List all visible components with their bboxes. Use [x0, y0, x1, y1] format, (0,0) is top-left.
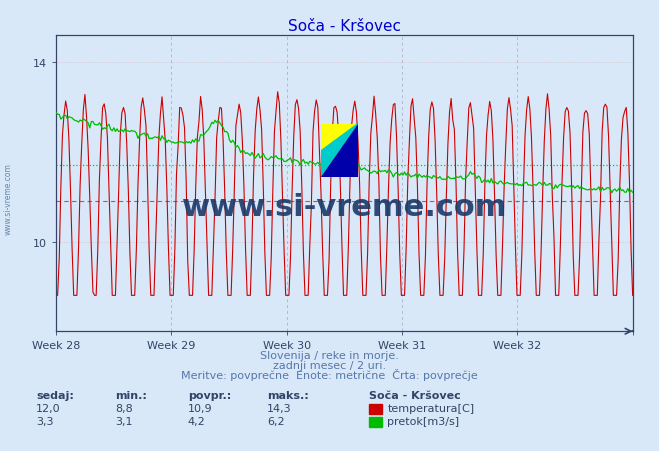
Text: povpr.:: povpr.:	[188, 390, 231, 400]
Text: www.si-vreme.com: www.si-vreme.com	[182, 193, 507, 222]
Text: www.si-vreme.com: www.si-vreme.com	[4, 162, 13, 235]
Text: 8,8: 8,8	[115, 403, 133, 413]
Text: Soča - Kršovec: Soča - Kršovec	[369, 390, 461, 400]
Text: pretok[m3/s]: pretok[m3/s]	[387, 416, 459, 426]
Text: Meritve: povprečne  Enote: metrične  Črta: povprečje: Meritve: povprečne Enote: metrične Črta:…	[181, 368, 478, 380]
Text: sedaj:: sedaj:	[36, 390, 74, 400]
Text: temperatura[C]: temperatura[C]	[387, 403, 474, 413]
Text: 4,2: 4,2	[188, 416, 206, 426]
Text: 14,3: 14,3	[267, 403, 291, 413]
Text: 10,9: 10,9	[188, 403, 212, 413]
Text: 3,1: 3,1	[115, 416, 133, 426]
Text: maks.:: maks.:	[267, 390, 308, 400]
Text: min.:: min.:	[115, 390, 147, 400]
Polygon shape	[322, 124, 358, 151]
Title: Soča - Kršovec: Soča - Kršovec	[288, 18, 401, 33]
Text: 6,2: 6,2	[267, 416, 285, 426]
Text: 3,3: 3,3	[36, 416, 54, 426]
Text: zadnji mesec / 2 uri.: zadnji mesec / 2 uri.	[273, 360, 386, 370]
Text: Slovenija / reke in morje.: Slovenija / reke in morje.	[260, 350, 399, 360]
Text: 12,0: 12,0	[36, 403, 61, 413]
Polygon shape	[322, 124, 358, 178]
Polygon shape	[322, 124, 358, 178]
